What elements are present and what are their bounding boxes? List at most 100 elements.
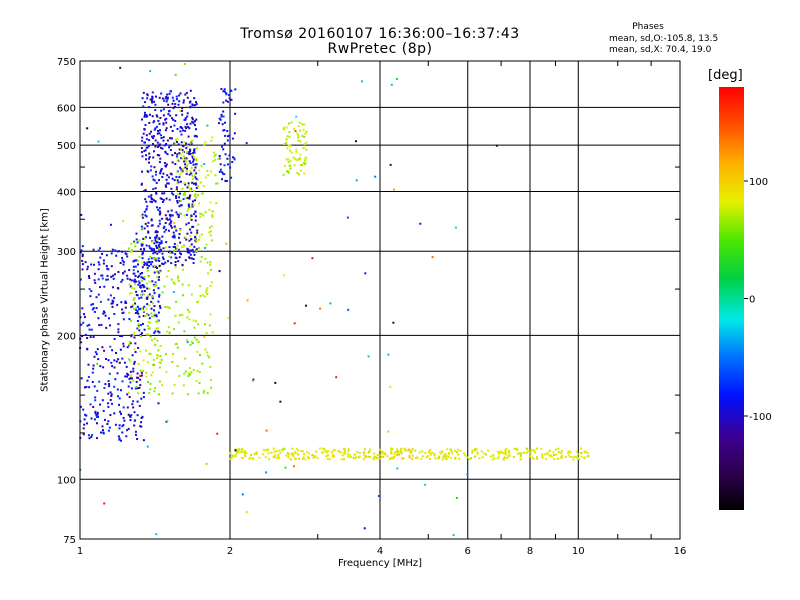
data-point — [198, 202, 201, 205]
data-point — [142, 439, 145, 442]
data-point — [132, 298, 135, 301]
data-point — [130, 320, 132, 322]
data-point — [196, 369, 199, 372]
data-point — [347, 308, 350, 311]
data-point — [102, 312, 105, 315]
data-point — [193, 169, 196, 172]
data-point — [157, 393, 160, 396]
data-point — [119, 410, 122, 413]
data-point — [221, 171, 224, 174]
data-point — [236, 448, 239, 451]
data-point — [203, 389, 206, 392]
data-point — [119, 262, 122, 264]
data-point — [155, 314, 158, 317]
data-point — [138, 323, 140, 326]
data-point — [136, 305, 139, 308]
data-point — [175, 95, 178, 98]
data-point — [287, 456, 290, 459]
phases-x-mode-stats: mean, sd,X: 70.4, 19.0 — [609, 45, 712, 55]
data-point — [466, 456, 469, 459]
data-point — [175, 211, 178, 214]
data-point — [158, 222, 161, 225]
data-point — [136, 311, 139, 314]
data-point — [181, 113, 184, 116]
data-point — [127, 373, 129, 376]
data-point — [157, 225, 160, 228]
data-point — [176, 160, 179, 163]
data-point — [88, 328, 91, 331]
data-point — [166, 182, 169, 185]
data-point — [186, 250, 189, 253]
data-point — [287, 453, 290, 456]
data-point — [147, 333, 150, 336]
data-point — [218, 117, 221, 120]
data-point — [190, 249, 193, 252]
data-point — [118, 397, 121, 400]
data-point — [83, 313, 85, 316]
data-point — [193, 245, 196, 248]
data-point — [193, 149, 195, 152]
data-point — [414, 449, 417, 452]
data-point — [181, 313, 184, 316]
data-point — [183, 330, 186, 333]
data-point — [96, 362, 99, 365]
data-point — [176, 179, 179, 182]
data-point — [419, 222, 422, 225]
data-point — [192, 319, 195, 322]
x-tick-label: 8 — [527, 546, 533, 557]
data-point — [96, 437, 98, 440]
data-point — [128, 377, 131, 380]
data-point — [293, 164, 296, 167]
data-point — [133, 307, 136, 310]
data-point — [189, 249, 192, 252]
data-point — [180, 253, 182, 256]
data-point — [96, 422, 98, 425]
data-point — [188, 251, 191, 254]
data-point — [188, 101, 191, 104]
data-point — [161, 291, 164, 294]
data-point — [107, 298, 110, 301]
data-point — [491, 458, 494, 461]
data-point — [80, 323, 83, 326]
data-point — [287, 171, 290, 174]
data-point — [156, 357, 158, 360]
data-point — [146, 381, 149, 384]
data-point — [135, 280, 138, 283]
data-point — [97, 416, 99, 418]
data-point — [277, 453, 280, 456]
data-point — [165, 371, 168, 373]
data-point — [122, 318, 125, 321]
data-point — [347, 448, 350, 451]
data-point — [463, 452, 466, 455]
data-point — [130, 306, 133, 309]
data-point — [231, 137, 234, 140]
data-point — [117, 358, 120, 361]
data-point — [502, 458, 505, 461]
data-point — [209, 268, 212, 271]
data-point — [155, 327, 158, 330]
data-point — [157, 244, 160, 247]
data-point — [186, 150, 189, 153]
data-point — [122, 311, 125, 314]
data-point — [99, 300, 102, 303]
data-point — [173, 282, 176, 285]
data-point — [285, 126, 288, 129]
data-point — [206, 354, 209, 357]
data-point — [166, 306, 169, 308]
data-point — [275, 456, 278, 459]
data-point — [129, 278, 132, 281]
data-point — [176, 156, 179, 159]
data-point — [86, 324, 89, 327]
data-point — [143, 141, 146, 144]
data-point — [158, 238, 161, 241]
data-point — [164, 261, 167, 264]
data-point — [474, 449, 477, 452]
data-point — [143, 305, 146, 308]
data-point — [168, 255, 171, 258]
data-point — [189, 228, 192, 231]
data-point — [177, 216, 180, 218]
data-point — [159, 172, 162, 175]
data-point — [450, 456, 453, 459]
data-point — [89, 403, 92, 406]
data-point — [147, 294, 150, 297]
